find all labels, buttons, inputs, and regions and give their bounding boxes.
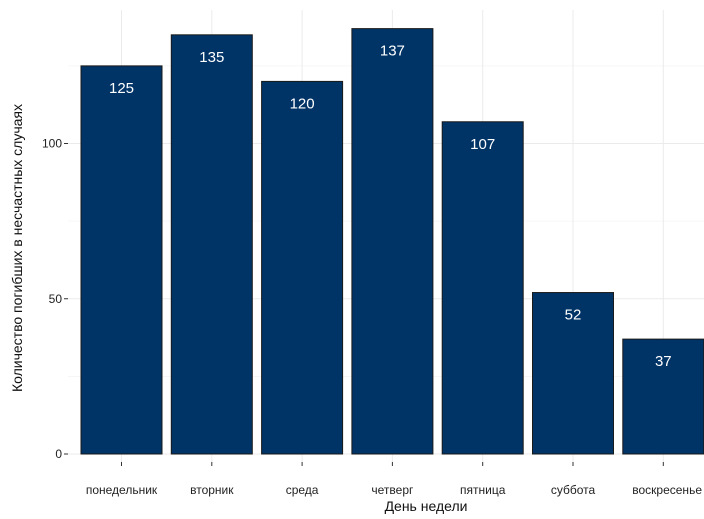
x-tick-label: пятница xyxy=(460,483,506,497)
x-tick-label: суббота xyxy=(551,483,596,497)
x-tick-label: воскресенье xyxy=(632,483,702,497)
bar-data-label: 107 xyxy=(470,136,495,153)
bar-1 xyxy=(80,65,163,455)
bars xyxy=(80,28,704,455)
bar-2 xyxy=(170,34,253,455)
bar-7 xyxy=(622,338,704,455)
bar-data-label: 125 xyxy=(109,80,134,97)
x-tick-label: вторник xyxy=(190,483,234,497)
bar-data-label: 37 xyxy=(655,353,672,370)
x-tick-label: четверг xyxy=(371,483,414,497)
bar-data-label: 52 xyxy=(565,307,582,324)
y-tick-label: 0 xyxy=(55,447,62,461)
bar-6 xyxy=(532,292,614,455)
bar-data-label: 135 xyxy=(199,49,224,66)
bar-4 xyxy=(351,28,434,455)
bar-3 xyxy=(261,80,344,455)
y-axis-title: Количество погибших в несчастных случаях xyxy=(9,104,25,392)
bar-data-labels: 125 135 120 137 107 52 37 xyxy=(109,43,672,370)
bar-data-label: 120 xyxy=(290,95,315,112)
y-axis: 0 50 100 xyxy=(42,137,68,461)
x-axis: понедельник вторник среда четверг пятница суб… xyxy=(86,462,702,497)
bar-5 xyxy=(441,121,524,455)
bar-data-label: 137 xyxy=(380,43,405,60)
x-tick-label: среда xyxy=(286,483,319,497)
y-tick-label: 50 xyxy=(49,292,63,306)
x-tick-label: понедельник xyxy=(86,483,158,497)
x-axis-title: День недели xyxy=(385,498,468,514)
y-tick-label: 100 xyxy=(42,137,62,151)
